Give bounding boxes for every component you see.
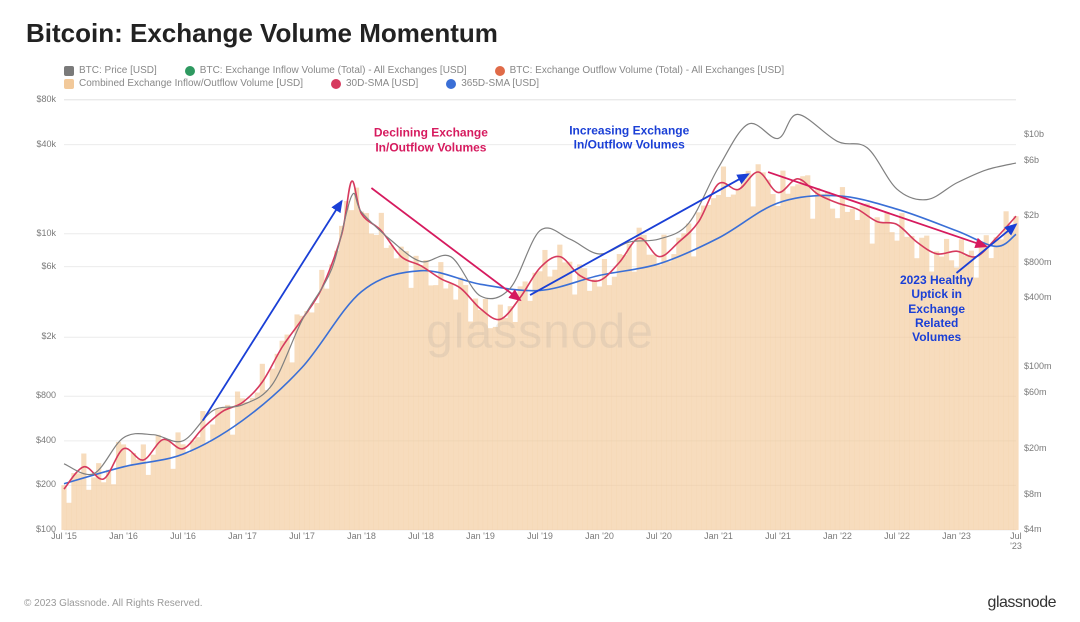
- legend-item: Combined Exchange Inflow/Outflow Volume …: [64, 78, 303, 89]
- legend-item: BTC: Exchange Inflow Volume (Total) - Al…: [185, 65, 467, 76]
- copyright-text: © 2023 Glassnode. All Rights Reserved.: [24, 598, 203, 609]
- chart-title: Bitcoin: Exchange Volume Momentum: [26, 18, 1056, 49]
- y-axis-right: $4m$8m$20m$60m$100m$400m$800m$2b$6b$10b: [1020, 99, 1056, 529]
- legend-item: 365D-SMA [USD]: [446, 78, 539, 89]
- legend-item: 30D-SMA [USD]: [331, 78, 418, 89]
- legend-item: BTC: Exchange Outflow Volume (Total) - A…: [495, 65, 785, 76]
- y-axis-left: $100$200$400$800$2k$6k$10k$40k$80k: [24, 99, 60, 529]
- plot-region: glassnode Declining ExchangeIn/Outflow V…: [64, 99, 1016, 530]
- footer: © 2023 Glassnode. All Rights Reserved. g…: [24, 594, 1056, 612]
- legend-item: BTC: Price [USD]: [64, 65, 157, 76]
- chart-frame: Bitcoin: Exchange Volume Momentum BTC: P…: [0, 0, 1080, 622]
- chart-area: BTC: Price [USD] BTC: Exchange Inflow Vol…: [24, 65, 1056, 565]
- volume-bars: [61, 164, 1018, 530]
- legend: BTC: Price [USD] BTC: Exchange Inflow Vol…: [64, 65, 1016, 93]
- brand-logo: glassnode: [988, 594, 1056, 612]
- x-axis: Jul '15Jan '16Jul '16Jan '17Jul '17Jan '…: [64, 531, 1016, 545]
- chart-svg: [64, 100, 1016, 530]
